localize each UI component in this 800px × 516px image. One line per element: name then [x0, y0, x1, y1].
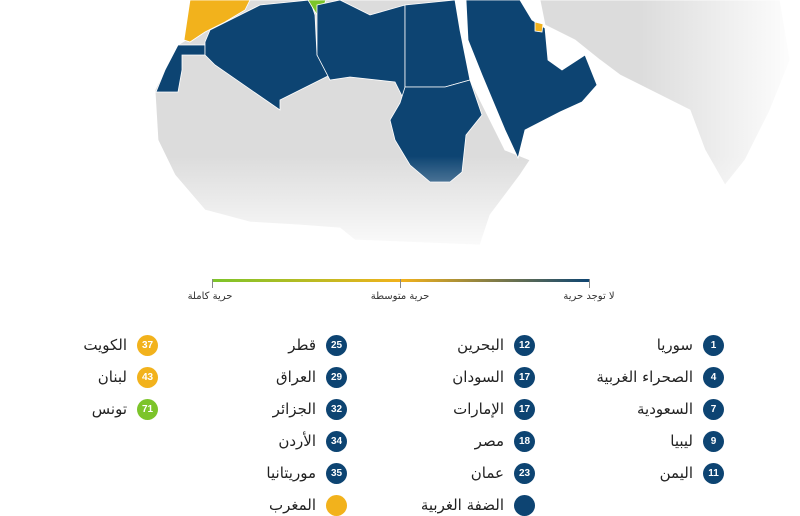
country-name: موريتانيا	[266, 464, 316, 482]
country-name: ليبيا	[670, 432, 693, 450]
legend-full-label: حرية كاملة	[187, 291, 233, 302]
country-list-item: 29 العراق	[276, 366, 347, 388]
score-badge: 9	[703, 430, 724, 452]
legend-gradient-bar	[212, 279, 590, 282]
score-badge: 4	[703, 366, 724, 388]
score-badge: 12	[514, 334, 535, 356]
country-list-item: 18 مصر	[475, 430, 535, 452]
country-list-item: 1 سوريا	[657, 334, 724, 356]
country-name: سوريا	[656, 336, 693, 354]
score-badge: 35	[326, 462, 347, 484]
country-list-item: 4 الصحراء الغربية	[596, 366, 724, 388]
country-name: الصحراء الغربية	[596, 368, 693, 386]
score-badge	[326, 494, 347, 516]
score-badge: 7	[703, 398, 724, 420]
country-list-item: الضفة الغربية	[421, 494, 535, 516]
country-name: مصر	[474, 432, 504, 450]
country-name: تونس	[91, 400, 127, 418]
country-name: العراق	[275, 368, 316, 386]
score-badge: 17	[514, 366, 535, 388]
country-name: الجزائر	[272, 400, 316, 418]
country-name: الكويت	[83, 336, 127, 354]
score-badge: 34	[326, 430, 347, 452]
country-list-item: 17 السودان	[452, 366, 535, 388]
country-name: اليمن	[659, 464, 693, 482]
country-list-item: 11 اليمن	[660, 462, 724, 484]
country-list-item: 12 البحرين	[457, 334, 535, 356]
country-name: الإمارات	[453, 400, 504, 418]
country-name: الأردن	[278, 432, 316, 450]
score-badge: 37	[137, 334, 158, 356]
score-badge: 71	[137, 398, 158, 420]
score-badge: 32	[326, 398, 347, 420]
country-list-item: 7 السعودية	[637, 398, 724, 420]
country-name: المغرب	[268, 496, 316, 514]
legend-tick	[212, 279, 213, 288]
score-badge: 29	[326, 366, 347, 388]
score-badge: 18	[514, 430, 535, 452]
score-badge: 11	[703, 462, 724, 484]
legend-tick	[589, 279, 590, 288]
score-badge: 25	[326, 334, 347, 356]
country-name: السودان	[452, 368, 504, 386]
country-list-item: 71 تونس	[92, 398, 158, 420]
country-list-item: 25 قطر	[288, 334, 347, 356]
score-badge: 17	[514, 398, 535, 420]
arab-world-freedom-map	[0, 0, 800, 260]
country-list-item: 32 الجزائر	[273, 398, 347, 420]
score-badge: 43	[137, 366, 158, 388]
country-list-item: 43 لبنان	[98, 366, 158, 388]
score-badge: 23	[514, 462, 535, 484]
freedom-scale-legend: حرية كاملة حرية متوسطة لا توجد حرية	[0, 270, 800, 310]
country-name: قطر	[288, 336, 316, 354]
country-name: لبنان	[97, 368, 127, 386]
country-name: البحرين	[457, 336, 504, 354]
country-list-item: 35 موريتانيا	[266, 462, 347, 484]
legend-none-label: لا توجد حرية	[563, 291, 615, 302]
country-name: الضفة الغربية	[420, 496, 504, 514]
country-list-item: 9 ليبيا	[670, 430, 724, 452]
country-list-item: 34 الأردن	[278, 430, 347, 452]
legend-medium-label: حرية متوسطة	[370, 291, 430, 302]
country-list-item: المغرب	[269, 494, 347, 516]
score-badge	[514, 494, 535, 516]
country-list-item: 37 الكويت	[83, 334, 158, 356]
country-name: السعودية	[636, 400, 693, 418]
legend-tick	[400, 279, 401, 288]
country-name: عمان	[470, 464, 504, 482]
country-list-item: 17 الإمارات	[453, 398, 535, 420]
country-list-item: 23 عمان	[471, 462, 535, 484]
score-badge: 1	[703, 334, 724, 356]
